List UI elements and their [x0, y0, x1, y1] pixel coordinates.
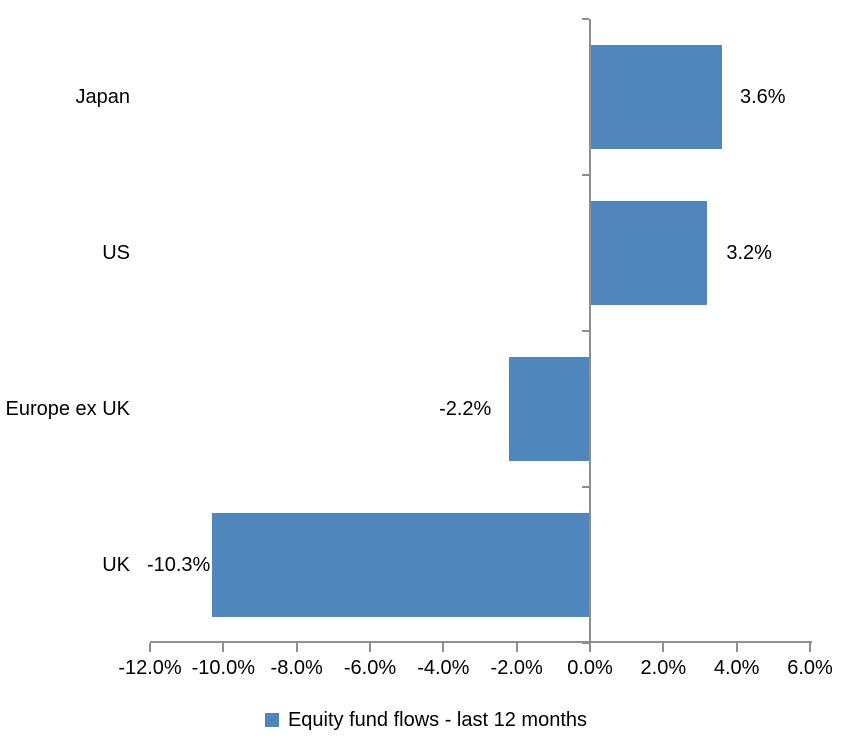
- x-axis-tick: [442, 643, 445, 652]
- category-label: Japan: [75, 86, 131, 108]
- category-label: Europe ex UK: [5, 398, 130, 420]
- legend: Equity fund flows - last 12 months: [0, 705, 852, 735]
- x-axis-tick-label: -6.0%: [343, 657, 397, 679]
- data-label: 3.2%: [726, 242, 772, 264]
- x-axis-tick-label: -10.0%: [191, 657, 256, 679]
- x-axis-tick-label: 6.0%: [787, 657, 833, 679]
- x-axis-tick: [149, 643, 151, 652]
- bar: [509, 357, 590, 461]
- x-axis-tick: [369, 643, 371, 652]
- x-axis-tick-label: 0.0%: [567, 657, 613, 679]
- data-label: -2.2%: [439, 398, 492, 420]
- x-axis-tick: [515, 643, 518, 652]
- bar: [590, 45, 722, 149]
- category-axis-tick: [582, 486, 589, 488]
- x-axis-tick: [295, 643, 298, 652]
- x-axis-tick-label: -8.0%: [270, 657, 323, 679]
- x-axis-tick: [222, 643, 225, 652]
- category-axis-tick: [582, 642, 589, 644]
- category-axis-line: [589, 19, 591, 643]
- x-axis-tick-label: -2.0%: [490, 657, 543, 679]
- x-axis-tick-label: -4.0%: [417, 657, 470, 679]
- category-label: UK: [102, 554, 130, 576]
- x-axis-tick-label: 4.0%: [713, 657, 760, 679]
- legend-label: Equity fund flows - last 12 months: [287, 709, 588, 731]
- category-axis-tick: [582, 18, 589, 20]
- data-label: 3.6%: [740, 86, 786, 108]
- x-axis-tick: [809, 643, 811, 652]
- bar: [590, 201, 708, 305]
- x-axis-tick-label: 2.0%: [640, 657, 687, 679]
- category-label: US: [102, 242, 130, 264]
- data-label: -10.3%: [146, 554, 211, 576]
- x-axis-line: [150, 641, 812, 643]
- category-axis-tick: [582, 174, 589, 176]
- x-axis-tick: [589, 643, 591, 652]
- x-axis-tick: [662, 643, 665, 652]
- category-axis-tick: [582, 330, 589, 332]
- bar: [212, 513, 590, 617]
- x-axis-tick-label: -12.0%: [118, 657, 182, 679]
- x-axis-tick: [735, 643, 738, 652]
- legend-swatch: [264, 713, 279, 727]
